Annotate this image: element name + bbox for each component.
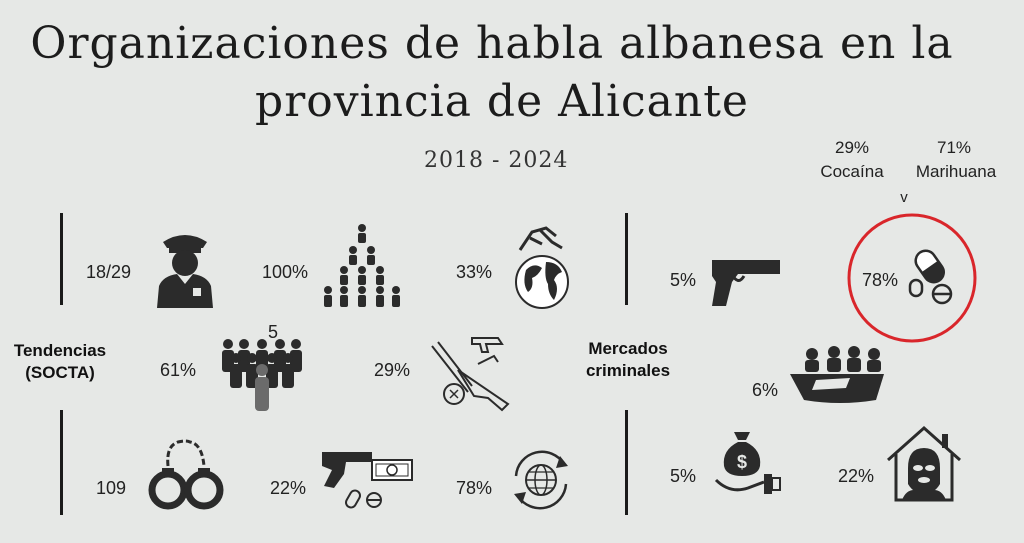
svg-text:$: $: [737, 452, 747, 472]
stat-value: 33%: [456, 262, 493, 282]
pointer-caret: v: [900, 189, 908, 206]
year-range: 2018 - 2024: [424, 148, 569, 173]
stat-value: 29%: [374, 360, 411, 380]
stat-value: 5%: [670, 270, 697, 290]
stat-value: 78%: [862, 270, 899, 290]
money-bag-hand-icon: $: [714, 432, 781, 494]
cocaina-label: Cocaína: [820, 162, 884, 181]
handcuffs-icon: [148, 439, 224, 510]
divider-left-bottom: [60, 410, 63, 515]
stat-value: 22%: [838, 466, 875, 486]
gun-drugs-money-icon: [322, 452, 413, 509]
stat-value: 5%: [670, 466, 697, 486]
stat-value: 100%: [262, 262, 309, 282]
police-officer-icon: [157, 235, 213, 308]
stat-value: 18/29: [86, 262, 132, 282]
stat-value: 78%: [456, 478, 493, 498]
title-line-2: provincia de Alicante: [255, 76, 749, 127]
stat-value: 6%: [752, 380, 779, 400]
kidnapper-house-icon: [887, 425, 961, 502]
stat-value: 22%: [270, 478, 307, 498]
highlight-circle: [847, 213, 977, 343]
divider-right-bottom: [625, 410, 628, 515]
crowd-extra-value: 5: [268, 322, 279, 342]
marihuana-pct: 71%: [936, 138, 972, 157]
marihuana-label: Marihuana: [915, 162, 997, 181]
globe-arrows-icon: [514, 450, 568, 510]
title-line-1: Organizaciones de habla albanesa en la: [30, 18, 954, 69]
crowd-icon: [222, 339, 302, 411]
divider-right-top: [625, 213, 628, 305]
migrant-boat-icon: [790, 346, 884, 403]
stat-value: 61%: [160, 360, 197, 380]
tendencias-label: Tendencias (SOCTA): [13, 341, 107, 382]
divider-left-top: [60, 213, 63, 305]
hierarchy-pyramid-icon: [324, 224, 400, 307]
stat-value: 109: [96, 478, 127, 498]
weapons-arsenal-icon: [431, 337, 510, 412]
pills-icon: [908, 249, 953, 305]
cocaina-pct: 29%: [834, 138, 870, 157]
handshake-globe-icon: [515, 226, 569, 309]
mercados-label: Mercados criminales: [585, 339, 671, 380]
pistol-icon: [712, 260, 780, 306]
